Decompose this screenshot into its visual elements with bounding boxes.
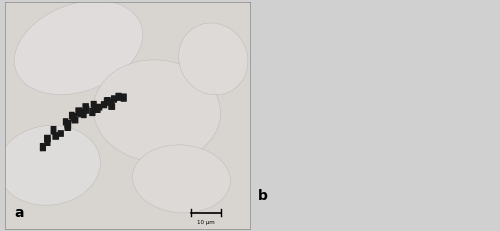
Bar	[420, 182, 424, 201]
Bar	[368, 181, 372, 201]
Ellipse shape	[132, 145, 230, 213]
FancyBboxPatch shape	[81, 110, 86, 118]
Ellipse shape	[178, 23, 248, 95]
FancyBboxPatch shape	[44, 135, 51, 142]
FancyBboxPatch shape	[104, 97, 110, 105]
FancyBboxPatch shape	[76, 107, 82, 116]
FancyBboxPatch shape	[104, 97, 111, 106]
FancyBboxPatch shape	[64, 120, 71, 128]
FancyBboxPatch shape	[120, 94, 127, 102]
FancyBboxPatch shape	[63, 118, 68, 125]
Bar	[402, 161, 406, 201]
Bar	[446, 182, 449, 201]
Bar	[364, 161, 368, 201]
Y-axis label: Length (μm): Length (μm)	[266, 87, 273, 130]
FancyBboxPatch shape	[69, 112, 74, 119]
Bar	[458, 184, 462, 201]
FancyBboxPatch shape	[101, 101, 107, 108]
FancyBboxPatch shape	[44, 138, 51, 146]
Bar	[304, 178, 308, 201]
Bar	[394, 181, 398, 201]
Ellipse shape	[14, 0, 142, 95]
Text: 10 μm: 10 μm	[197, 220, 215, 225]
Ellipse shape	[0, 125, 100, 205]
Bar	[381, 182, 385, 201]
Bar	[467, 167, 470, 201]
FancyBboxPatch shape	[58, 130, 64, 137]
FancyBboxPatch shape	[94, 105, 100, 113]
Bar	[390, 161, 394, 201]
Ellipse shape	[94, 60, 220, 162]
FancyBboxPatch shape	[84, 106, 89, 114]
X-axis label: Number: Number	[380, 212, 408, 218]
Bar	[313, 156, 316, 201]
FancyBboxPatch shape	[108, 103, 115, 110]
Bar	[338, 158, 342, 201]
Bar	[356, 181, 359, 201]
Bar	[317, 179, 320, 201]
Bar	[471, 185, 474, 201]
Text: b: b	[258, 189, 268, 203]
FancyBboxPatch shape	[116, 93, 121, 101]
Bar	[454, 165, 458, 201]
FancyBboxPatch shape	[40, 143, 46, 151]
FancyBboxPatch shape	[89, 108, 96, 116]
FancyBboxPatch shape	[70, 113, 78, 121]
FancyBboxPatch shape	[52, 132, 59, 140]
FancyBboxPatch shape	[92, 106, 97, 113]
Bar	[441, 161, 445, 201]
Bar	[300, 156, 304, 201]
FancyBboxPatch shape	[111, 95, 117, 103]
Bar	[352, 161, 355, 201]
Bar	[480, 168, 484, 201]
FancyBboxPatch shape	[96, 104, 102, 111]
Bar	[330, 180, 334, 201]
Bar	[377, 161, 380, 201]
Bar	[484, 185, 488, 201]
FancyBboxPatch shape	[78, 109, 84, 117]
FancyBboxPatch shape	[50, 126, 56, 135]
Bar	[432, 182, 436, 201]
FancyBboxPatch shape	[64, 123, 71, 131]
Bar	[416, 161, 419, 201]
Bar	[342, 180, 346, 201]
FancyBboxPatch shape	[90, 101, 97, 107]
Bar	[326, 158, 330, 201]
FancyBboxPatch shape	[82, 103, 89, 111]
Text: a: a	[15, 206, 24, 220]
Bar	[407, 182, 410, 201]
FancyBboxPatch shape	[72, 117, 78, 123]
Bar	[428, 161, 432, 201]
FancyBboxPatch shape	[108, 99, 114, 106]
